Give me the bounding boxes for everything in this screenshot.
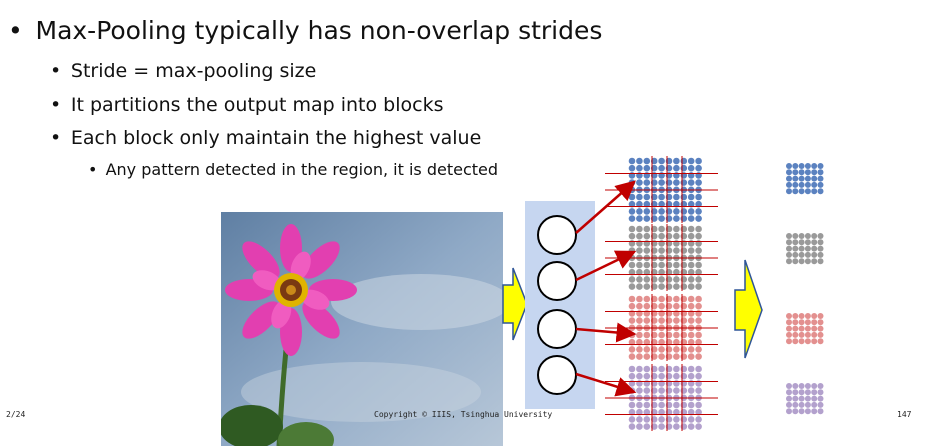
pooled-map-grid <box>786 313 824 345</box>
sub-bullet-text: It partitions the output map into blocks <box>70 94 444 116</box>
subsub-bullet: • Any pattern detected in the region, it … <box>88 160 498 179</box>
red-arrow-icon <box>575 180 636 234</box>
sub-bullet-3: • Each block only maintain the highest va… <box>50 127 481 149</box>
feature-map-grid <box>605 156 718 223</box>
sub-bullet-text: Stride = max-pooling size <box>70 60 317 82</box>
bullet-dot: • <box>50 127 62 149</box>
neuron-circle-icon <box>537 309 577 349</box>
neuron-circle-icon <box>537 355 577 395</box>
bullet-dot: • <box>88 160 98 179</box>
pooled-map-grid <box>786 383 824 415</box>
yellow-arrow-icon <box>502 267 528 341</box>
bullet-dot: • <box>50 60 62 82</box>
subsub-bullet-text: Any pattern detected in the region, it i… <box>105 160 499 179</box>
main-bullet: • Max-Pooling typically has non-overlap s… <box>8 16 602 45</box>
sub-bullet-1: • Stride = max-pooling size <box>50 60 316 82</box>
feature-map-grid <box>605 294 718 361</box>
footer-copyright: Copyright © IIIS, Tsinghua University <box>374 410 553 419</box>
red-arrow-icon <box>575 372 637 397</box>
pooled-map-grid <box>786 163 824 195</box>
red-arrow-icon <box>575 250 637 282</box>
main-bullet-text: Max-Pooling typically has non-overlap st… <box>35 16 603 45</box>
bullet-dot: • <box>8 16 23 45</box>
footer-page-number: 147 <box>897 410 912 419</box>
neuron-circle-icon <box>537 215 577 255</box>
neuron-circle-icon <box>537 261 577 301</box>
bullet-dot: • <box>50 94 62 116</box>
pooled-map-grid <box>786 233 824 265</box>
red-arrow-icon <box>575 322 637 343</box>
yellow-arrow-icon <box>734 259 763 359</box>
flower-photo <box>221 212 503 446</box>
feature-map-grid <box>605 364 718 431</box>
footer-page-left: 2/24 <box>6 410 26 419</box>
sub-bullet-text: Each block only maintain the highest val… <box>70 127 482 149</box>
sub-bullet-2: • It partitions the output map into block… <box>50 94 444 116</box>
